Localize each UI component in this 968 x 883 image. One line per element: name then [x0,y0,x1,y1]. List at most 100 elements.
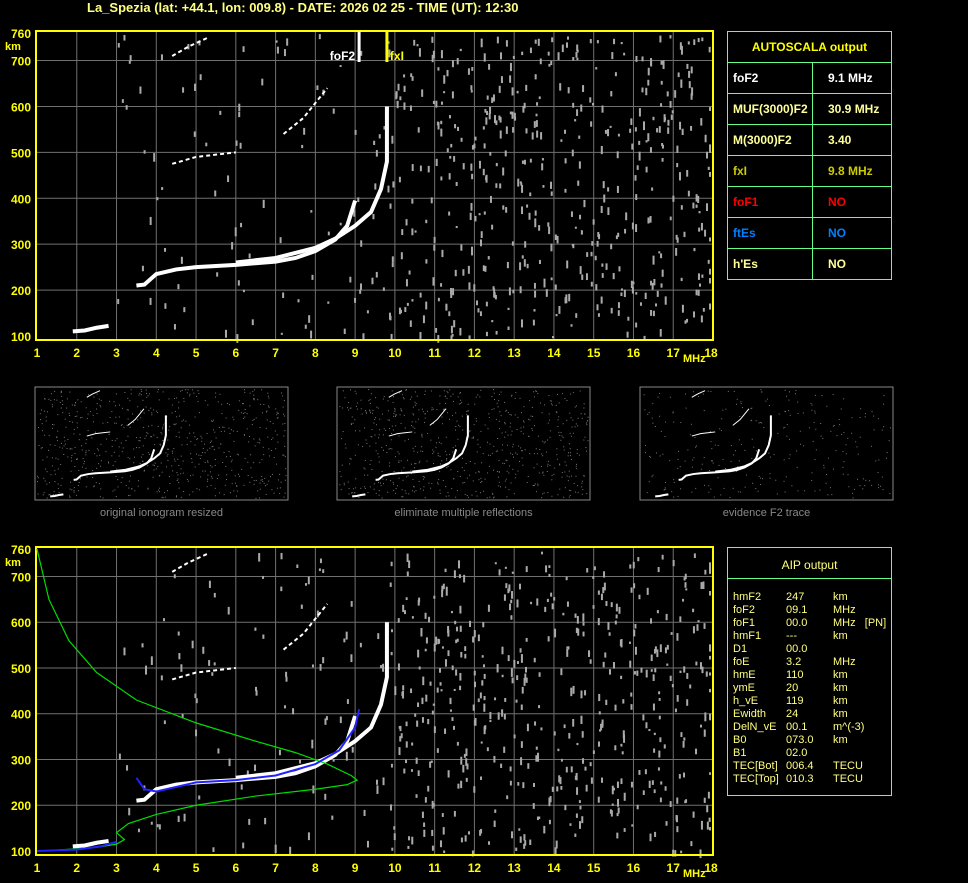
noise-dot [211,477,213,479]
noise-dot [449,697,452,705]
noise-dot [560,786,563,790]
noise-dot [529,400,531,402]
noise-dot [618,606,621,614]
noise-dot [130,393,132,395]
noise-dot [595,284,598,291]
aip-value: 073.0 [786,734,814,746]
noise-dot [514,477,516,479]
noise-dot [424,648,427,652]
noise-dot [520,447,522,449]
noise-dot [877,418,879,420]
noise-dot [345,447,347,449]
noise-dot [511,591,514,599]
noise-dot [547,465,549,467]
noise-dot [499,116,502,123]
y-axis-unit: km [5,557,21,569]
noise-dot [665,821,668,826]
noise-dot [93,486,95,488]
noise-dot [71,454,73,456]
noise-dot [831,494,833,496]
noise-dot [76,415,78,417]
noise-dot [455,669,458,676]
x-tick-label: 5 [193,861,200,875]
noise-dot [652,402,654,404]
noise-dot [709,562,712,572]
noise-dot [453,570,456,579]
noise-dot [209,447,211,449]
noise-dot [538,705,541,709]
noise-dot [100,406,102,408]
noise-dot [114,461,116,463]
noise-dot [185,420,187,422]
ionogram-bottom: 1 2 3 4 5 6 7 8 9 10 11 12 13 14 15 16 17 181002003004005… [5,543,718,880]
autoscala-value: 9.8 MHz [828,164,873,178]
noise-dot [537,752,540,762]
aip-unit: m^(-3) [833,721,865,733]
noise-dot [412,406,414,408]
noise-dot [253,479,255,481]
noise-dot [555,840,558,849]
noise-dot [568,476,570,478]
noise-dot [383,428,385,430]
noise-dot [653,789,656,794]
noise-dot [395,415,397,417]
noise-dot [566,260,569,269]
noise-dot [487,841,490,845]
noise-dot [602,181,605,189]
noise-dot [822,438,824,440]
noise-dot [609,669,612,675]
noise-dot [658,126,661,133]
noise-dot [169,426,171,428]
noise-dot [485,301,488,307]
noise-dot [827,494,829,496]
noise-dot [480,430,482,432]
noise-dot [455,412,457,414]
noise-dot [282,292,285,299]
noise-dot [445,303,448,310]
noise-dot [601,263,604,267]
noise-dot [142,445,144,447]
noise-dot [158,487,160,489]
noise-dot [431,482,433,484]
noise-dot [432,277,435,286]
noise-dot [551,474,553,476]
noise-dot [454,269,457,277]
noise-dot [262,575,265,579]
noise-dot [52,406,54,408]
noise-dot [496,36,499,44]
noise-dot [275,448,277,450]
noise-dot [498,400,500,402]
noise-dot [240,412,242,414]
noise-dot [369,402,371,404]
noise-dot [360,399,362,401]
noise-dot [605,263,608,270]
noise-dot [175,496,177,498]
noise-dot [238,409,240,411]
noise-dot [664,117,667,121]
noise-dot [499,130,502,139]
noise-dot [633,671,636,675]
noise-dot [589,97,592,103]
noise-dot [253,438,255,440]
noise-dot [479,239,482,247]
noise-dot [565,766,568,773]
noise-dot [652,474,654,476]
noise-dot [246,413,248,415]
noise-dot [700,315,703,323]
autoscala-row: h'Es NO [728,249,891,279]
noise-dot [153,469,155,471]
noise-dot [84,460,86,462]
aip-row: foF2 09.1 MHz [733,604,891,617]
noise-dot [79,417,81,419]
noise-dot [707,259,710,264]
noise-dot [204,461,206,463]
noise-dot [693,39,696,46]
noise-dot [437,638,440,645]
noise-dot [226,474,228,476]
noise-dot [263,403,265,405]
noise-dot [459,392,461,394]
noise-dot [520,427,522,429]
noise-dot [566,36,569,40]
noise-dot [553,473,555,475]
noise-dot [785,476,787,478]
